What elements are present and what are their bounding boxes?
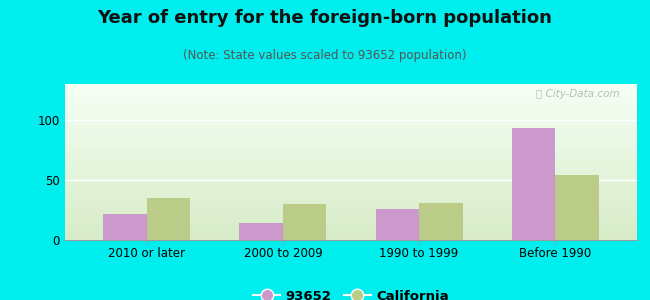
Bar	[239, 223, 283, 240]
Text: (Note: State values scaled to 93652 population): (Note: State values scaled to 93652 popu…	[183, 50, 467, 62]
Bar	[103, 214, 147, 240]
Text: Ⓢ City-Data.com: Ⓢ City-Data.com	[536, 89, 620, 99]
Bar	[147, 198, 190, 240]
Bar	[283, 204, 326, 240]
Bar	[419, 203, 463, 240]
Bar	[555, 175, 599, 240]
Bar	[512, 128, 555, 240]
Text: Year of entry for the foreign-born population: Year of entry for the foreign-born popul…	[98, 9, 552, 27]
Legend: 93652, California: 93652, California	[248, 285, 454, 300]
Bar	[376, 209, 419, 240]
